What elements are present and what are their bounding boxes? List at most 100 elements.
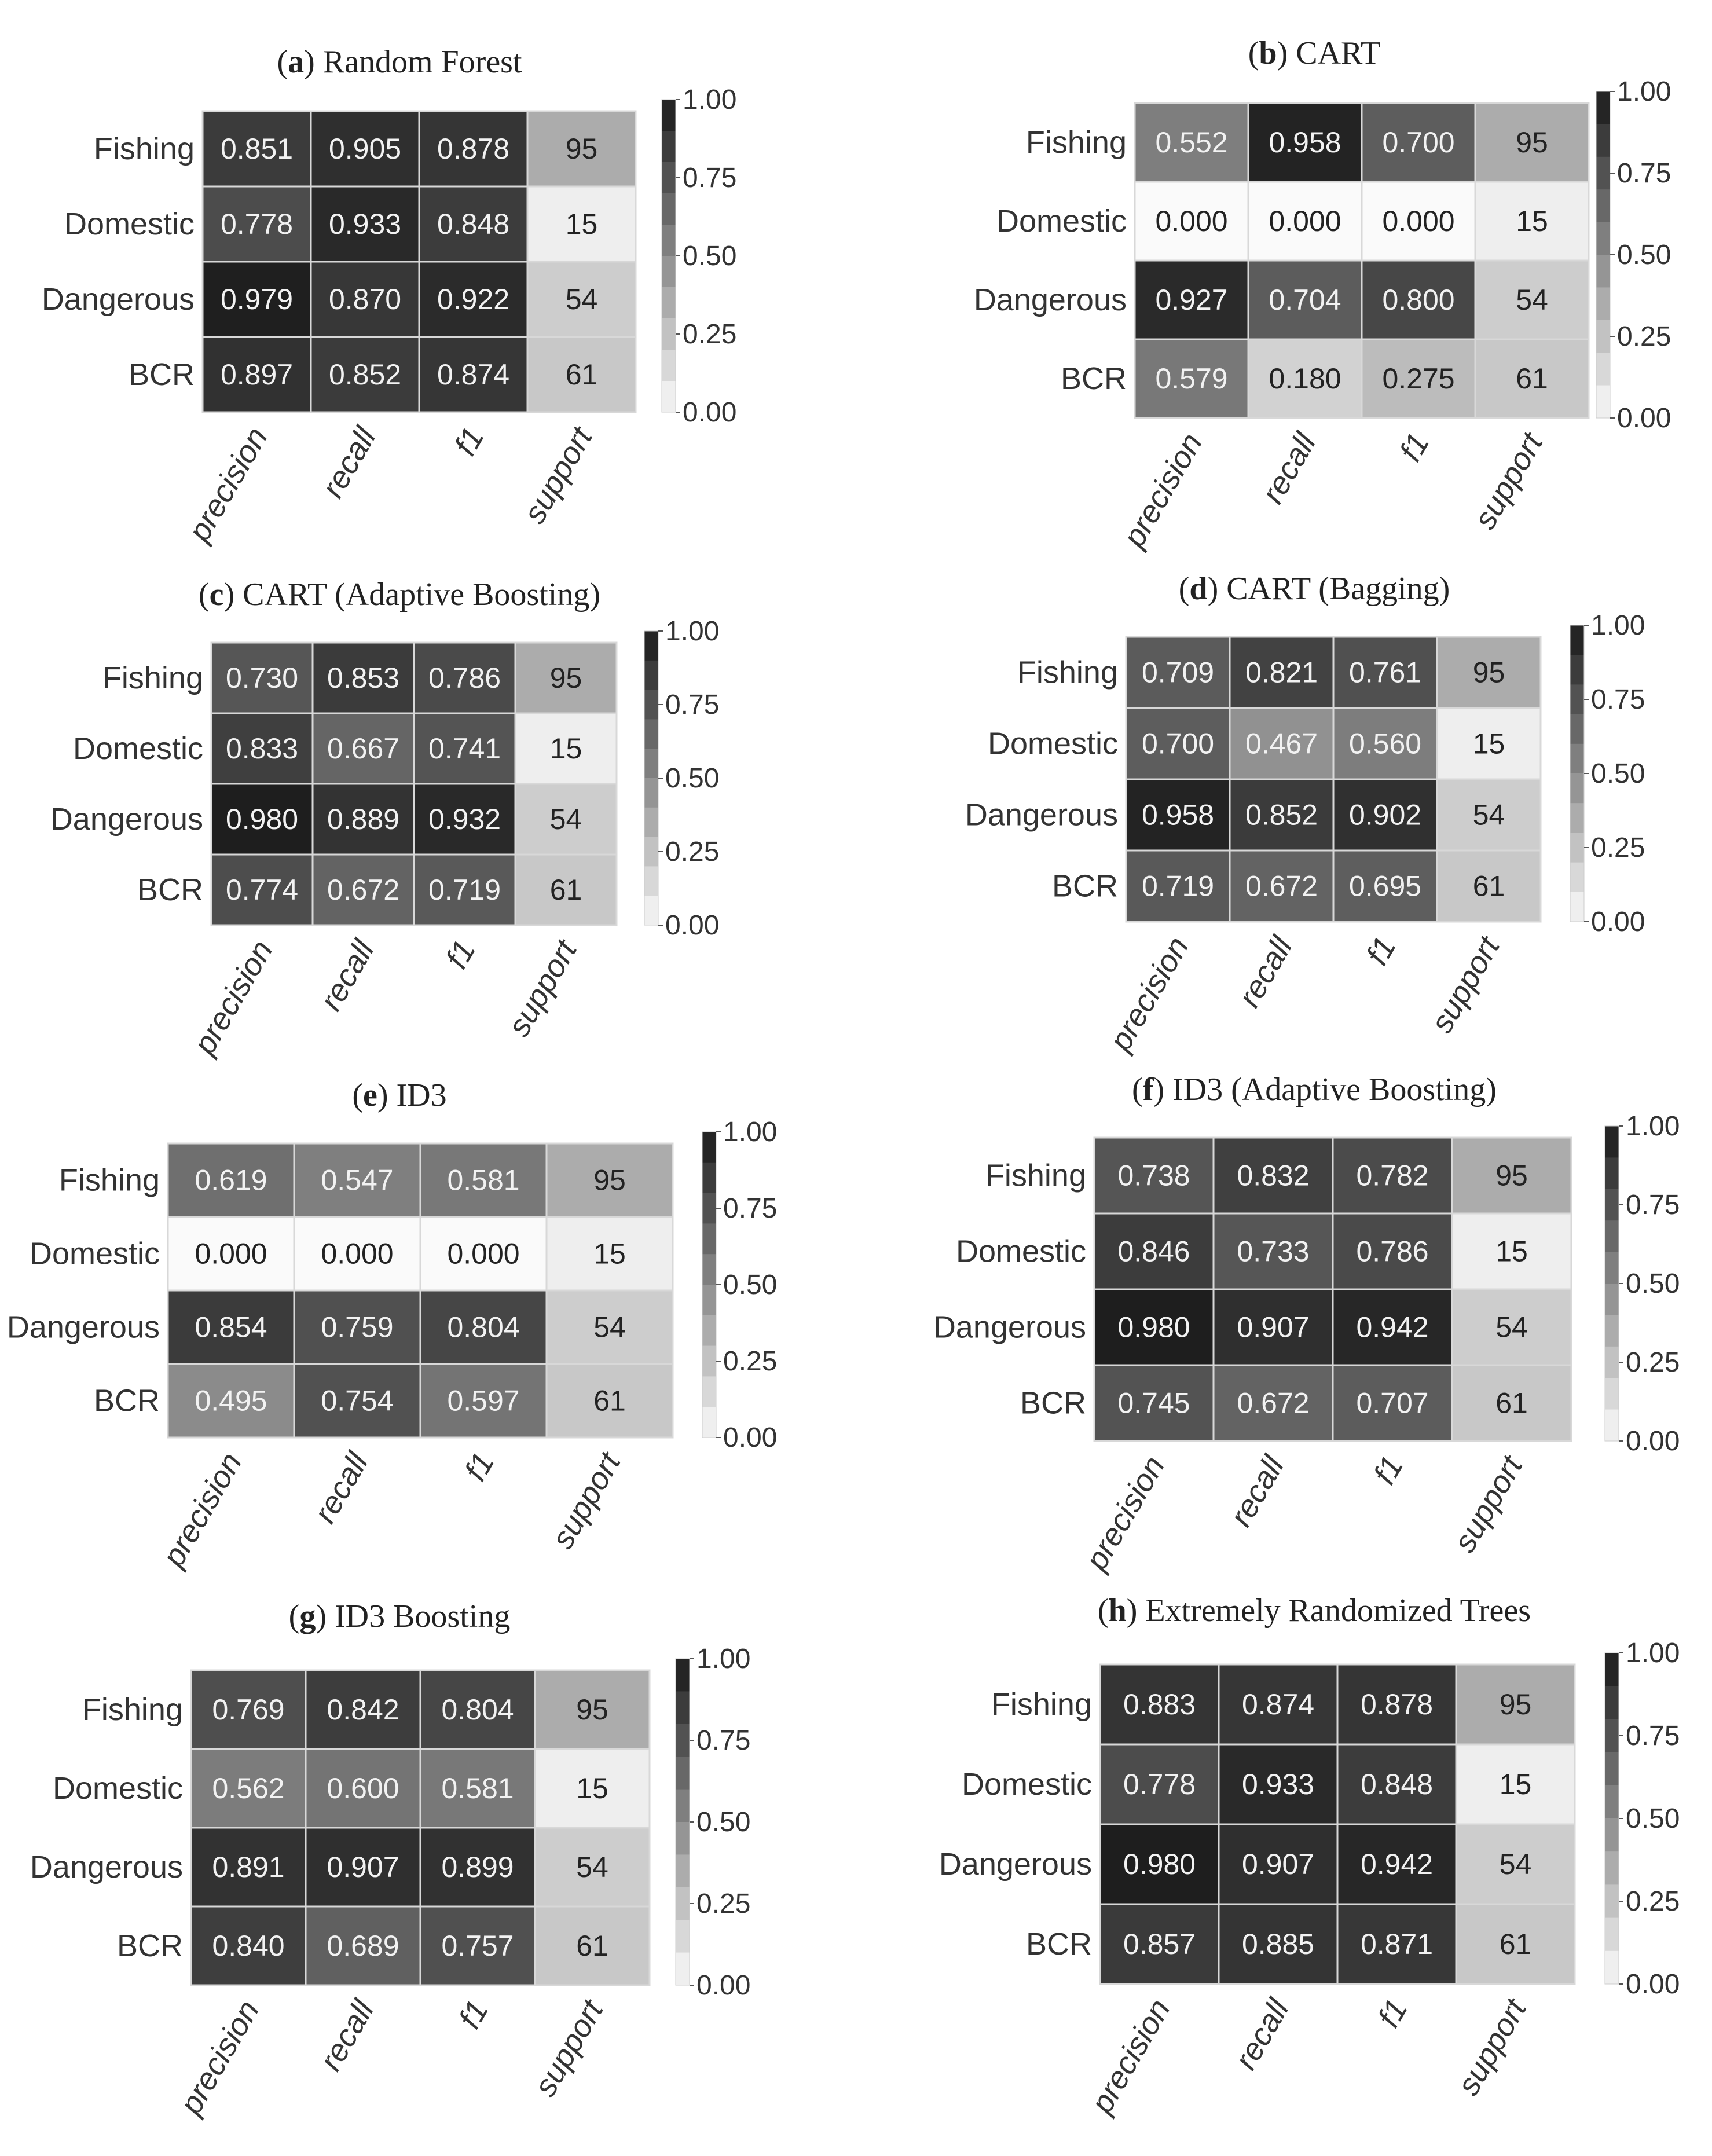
row-label: BCR <box>117 1928 183 1963</box>
cell-value: 0.958 <box>1269 126 1341 159</box>
cell-value: 0.495 <box>195 1385 267 1417</box>
row-label: BCR <box>137 872 203 907</box>
column-label: f1 <box>458 1447 501 1487</box>
panel-title-text: ) CART <box>1277 35 1381 71</box>
row-label: Fishing <box>94 131 195 166</box>
colorbar-segment <box>1605 1818 1619 1852</box>
cell-value: 95 <box>593 1164 626 1197</box>
cell-value: 15 <box>550 732 582 765</box>
heatmap-cell <box>1361 102 1476 183</box>
colorbar-segment <box>676 1854 690 1888</box>
panel-letter: e <box>363 1077 377 1113</box>
heatmap-cell <box>311 783 415 856</box>
colorbar-tick-label: 0.50 <box>1617 240 1671 270</box>
cell-value: 95 <box>566 133 598 165</box>
cell-value: 15 <box>576 1772 608 1805</box>
cell-value: 0.000 <box>447 1238 519 1270</box>
colorbar-tick-label: 0.75 <box>1626 1721 1680 1751</box>
column-label: precision <box>1078 1450 1171 1577</box>
colorbar-tick-label: 0.75 <box>683 163 736 193</box>
heatmap-cell <box>419 1669 536 1750</box>
heatmap-panel-a: (a) Random Forest 0.851 0.905 0.878 95 0.778 0… <box>42 44 737 548</box>
heatmap-cell <box>1247 181 1363 262</box>
row-label: Dangerous <box>933 1310 1086 1345</box>
colorbar-segment <box>1605 1950 1619 1985</box>
colorbar-tick-label: 0.50 <box>683 241 736 272</box>
panel-title-text: ) CART (Adaptive Boosting) <box>224 577 600 613</box>
row-label: Domestic <box>956 1234 1086 1269</box>
colorbar-segment <box>676 1822 690 1855</box>
heatmap-cell <box>1332 778 1438 852</box>
panel-title-text: ) ID3 <box>377 1077 447 1113</box>
column-label: precision <box>173 1994 266 2121</box>
colorbar-segment <box>644 778 658 808</box>
heatmap-cell <box>1361 338 1476 419</box>
colorbar-segment <box>662 162 676 194</box>
cell-value: 61 <box>593 1385 626 1417</box>
row-label: Fishing <box>985 1158 1086 1193</box>
heatmap-cell <box>1474 102 1590 183</box>
colorbar-segment <box>676 1789 690 1823</box>
heatmap-cell <box>1455 1903 1576 1985</box>
colorbar-segment <box>662 350 676 382</box>
cell-value: 0.848 <box>437 208 509 240</box>
colorbar-segment <box>1605 1917 1619 1952</box>
colorbar-segment <box>644 866 658 896</box>
panel-title: (h) Extremely Randomized Trees <box>1098 1593 1531 1629</box>
cell-value: 0.774 <box>226 874 298 906</box>
colorbar-tick-label: 0.00 <box>1617 403 1671 434</box>
heatmap-cell <box>1451 1136 1572 1215</box>
heatmap-cell <box>1436 849 1542 923</box>
cell-value: 0.857 <box>1123 1928 1196 1960</box>
column-label: support <box>1447 1449 1530 1558</box>
colorbar-segment <box>1605 1252 1619 1284</box>
cell-value: 0.709 <box>1142 657 1214 689</box>
colorbar-tick-label: 0.50 <box>1626 1268 1680 1299</box>
cell-value: 0.581 <box>441 1772 514 1805</box>
heatmap-cell <box>293 1216 421 1292</box>
heatmap-cell <box>1212 1364 1334 1442</box>
colorbar-segment <box>1605 1315 1619 1347</box>
heatmap-cell <box>1455 1743 1576 1825</box>
cell-value: 0.180 <box>1269 362 1341 395</box>
heatmap-cell <box>190 1669 307 1750</box>
cell-value: 15 <box>1473 728 1505 760</box>
colorbar-segment <box>1596 124 1610 157</box>
colorbar-tick-label: 0.75 <box>1591 684 1645 715</box>
cell-value: 0.853 <box>327 662 399 694</box>
heatmap-cell <box>1212 1212 1334 1290</box>
cell-value: 0.000 <box>1382 205 1454 237</box>
cell-value: 0.667 <box>327 732 399 765</box>
cell-value: 0.902 <box>1349 799 1421 831</box>
cell-value: 0.754 <box>321 1385 393 1417</box>
colorbar-segment <box>1605 1409 1619 1442</box>
cell-value: 0.704 <box>1269 284 1341 316</box>
heatmap-cell <box>310 110 420 188</box>
colorbar-segment <box>702 1407 716 1438</box>
row-label: Domestic <box>962 1767 1092 1802</box>
heatmap-cell <box>526 185 637 263</box>
cell-value: 0.885 <box>1242 1928 1314 1960</box>
row-label: Fishing <box>1017 655 1118 690</box>
cell-value: 0.870 <box>329 283 401 316</box>
row-label: Dangerous <box>50 802 203 837</box>
heatmap-cell <box>545 1216 674 1292</box>
row-label: Dangerous <box>939 1847 1092 1882</box>
heatmap-cell <box>413 853 516 926</box>
heatmap-cell <box>1134 338 1249 419</box>
colorbar-segment <box>1596 189 1610 223</box>
column-label: f1 <box>1393 427 1436 467</box>
colorbar-segment <box>676 1887 690 1920</box>
heatmap-cell <box>1455 1663 1576 1746</box>
heatmap-cell <box>413 783 516 856</box>
heatmap-cell <box>1218 1663 1339 1746</box>
colorbar-segment <box>702 1223 716 1255</box>
cell-value: 0.848 <box>1361 1768 1433 1801</box>
cell-value: 0.907 <box>1237 1311 1309 1344</box>
colorbar-tick-label: 1.00 <box>683 85 736 115</box>
column-label: precision <box>1084 1993 1177 2120</box>
colorbar-segment <box>1570 892 1584 922</box>
cell-value: 95 <box>576 1693 608 1726</box>
heatmap-cell <box>311 853 415 926</box>
